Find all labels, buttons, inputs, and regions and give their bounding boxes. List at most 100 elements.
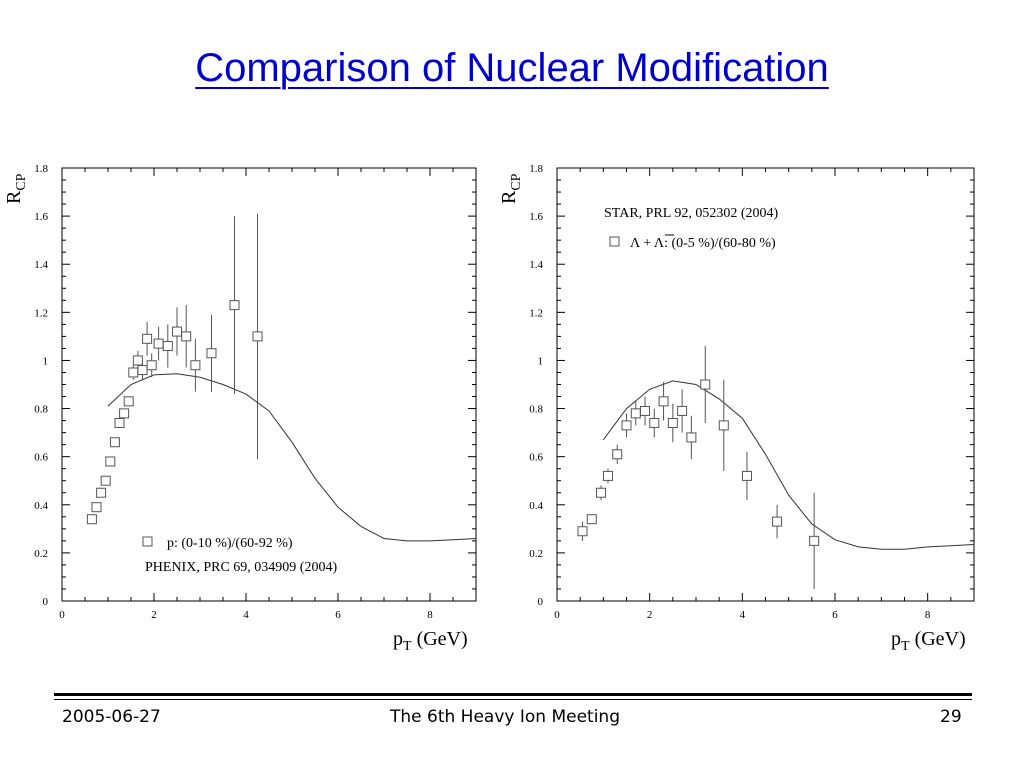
chart1-group: 0 2 4 6 8 0 0.2 0.4 0.6 0.8 1 1.2 1.4 1.6 1.8 RCP pT (Ge… bbox=[3, 163, 477, 654]
chart2-data-point bbox=[718, 420, 729, 431]
chart1-data-point bbox=[172, 326, 182, 337]
footer-event: The 6th Heavy Ion Meeting bbox=[390, 707, 620, 727]
chart2-x-axis-label: pT (GeV) bbox=[891, 628, 966, 654]
chart2-y-tick-label: 1.2 bbox=[529, 307, 543, 319]
chart1-y-tick-label: 1.8 bbox=[34, 163, 48, 175]
chart2-y-tick-label: 0 bbox=[538, 596, 544, 608]
chart1-data-point bbox=[206, 348, 217, 359]
chart1-x-tick-label: 8 bbox=[427, 609, 433, 621]
chart2-y-axis-label-sub: CP bbox=[509, 173, 524, 190]
chart1-data-point bbox=[162, 341, 173, 352]
chart1-x-tick-label: 0 bbox=[59, 609, 65, 621]
chart2-data-point bbox=[577, 526, 588, 537]
chart1-y-tick-label: 1.2 bbox=[34, 307, 48, 319]
footer-divider-thick bbox=[54, 693, 972, 696]
chart2-x-axis-label-unit: (GeV) bbox=[910, 628, 966, 650]
chart2-x-tick-label: 8 bbox=[925, 609, 931, 621]
chart2-frame bbox=[556, 167, 975, 602]
chart2-data-point bbox=[658, 396, 669, 407]
chart1-data-point bbox=[229, 300, 240, 311]
chart2-x-tick-label: 4 bbox=[740, 609, 746, 621]
chart2-data-point bbox=[677, 405, 688, 416]
chart1-x-tick-label: 6 bbox=[335, 609, 341, 621]
chart2-data-point bbox=[602, 470, 613, 481]
chart2-data-point bbox=[630, 408, 641, 419]
chart2-y-tick-label: 0.6 bbox=[529, 452, 543, 464]
chart2-y-tick-label: 0.4 bbox=[529, 500, 543, 512]
chart2-y-tick-label: 1.8 bbox=[529, 163, 543, 175]
chart1-x-axis-label: pT (GeV) bbox=[393, 628, 468, 654]
chart2-data-point bbox=[667, 417, 678, 428]
chart2-data-point bbox=[809, 535, 820, 546]
chart2-x-tick-label: 0 bbox=[554, 609, 560, 621]
chart1-legend-label: p: (0-10 %)/(60-92 %) bbox=[167, 536, 293, 551]
chart2-data-point bbox=[686, 432, 697, 443]
footer-page: 29 bbox=[940, 707, 962, 727]
chart2-reference: STAR, PRL 92, 052302 (2004) bbox=[604, 206, 778, 221]
chart1-data-point bbox=[142, 333, 153, 344]
chart2-data-point bbox=[596, 487, 607, 498]
chart1-x-axis-label-main: p bbox=[393, 628, 403, 650]
chart2-y-tick-label: 1.4 bbox=[529, 259, 543, 271]
chart1-x-tick-label: 2 bbox=[151, 609, 157, 621]
chart1-data-point bbox=[100, 475, 111, 486]
chart1-y-axis-label: RCP bbox=[3, 173, 29, 204]
chart1-legend-marker bbox=[142, 536, 153, 547]
chart2-data-point bbox=[649, 417, 660, 428]
chart2-x-tick-label: 6 bbox=[832, 609, 838, 621]
chart2-y-axis-label: RCP bbox=[498, 173, 524, 204]
chart2-data-point bbox=[586, 514, 597, 525]
chart2-group: 0 2 4 6 8 0 0.2 0.4 0.6 0.8 1 1.2 1.4 1.6 1.8 RCP pT (Ge… bbox=[498, 163, 975, 654]
chart1-y-tick-label: 0.4 bbox=[34, 500, 48, 512]
chart2-y-tick-label: 1.6 bbox=[529, 211, 543, 223]
chart1-data-point bbox=[181, 331, 192, 342]
chart2-data-point bbox=[621, 420, 632, 431]
chart2-legend-label: Λ + Λ: (0-5 %)/(60-80 %) bbox=[630, 236, 776, 251]
chart1-y-axis-label-sub: CP bbox=[14, 173, 29, 190]
chart2-y-tick-label: 0.8 bbox=[529, 404, 543, 416]
chart1-data-point bbox=[105, 456, 116, 467]
chart2-y-tick-label: 1 bbox=[538, 355, 544, 367]
slide-title: Comparison of Nuclear Modification bbox=[195, 46, 829, 90]
chart1-y-axis-label-main: R bbox=[3, 190, 25, 204]
chart1-x-axis-label-sub: T bbox=[403, 639, 412, 654]
chart2-y-tick-label: 0.2 bbox=[529, 548, 543, 560]
chart1-x-tick-label: 4 bbox=[243, 609, 249, 621]
chart2-y-axis-label-main: R bbox=[498, 190, 520, 204]
chart1-data-point bbox=[252, 331, 263, 342]
chart1-data-point bbox=[91, 502, 102, 513]
chart2-x-tick-label: 2 bbox=[647, 609, 653, 621]
chart1-data-point bbox=[114, 417, 125, 428]
chart1-data-point bbox=[86, 514, 97, 525]
chart1-data-point bbox=[153, 338, 164, 349]
chart2-data-point bbox=[741, 470, 752, 481]
chart1-theory-curve bbox=[107, 373, 477, 542]
chart1-data-point bbox=[128, 367, 139, 378]
chart2-x-axis-label-main: p bbox=[891, 628, 901, 650]
chart2-data-point bbox=[700, 379, 711, 390]
chart1-y-tick-label: 1.6 bbox=[34, 211, 48, 223]
chart1-x-axis-label-unit: (GeV) bbox=[412, 628, 468, 650]
chart1-reference: PHENIX, PRC 69, 034909 (2004) bbox=[145, 560, 337, 575]
chart1-data-point bbox=[132, 355, 143, 366]
chart2-data-point bbox=[612, 449, 623, 460]
chart1-data-point bbox=[109, 437, 120, 448]
chart1-data-point bbox=[119, 408, 130, 419]
chart1-data-point bbox=[96, 487, 107, 498]
chart1-y-tick-label: 1 bbox=[43, 355, 49, 367]
footer-divider-thin bbox=[54, 699, 972, 700]
chart2-x-axis-label-sub: T bbox=[901, 639, 910, 654]
chart1-y-tick-label: 0.2 bbox=[34, 548, 48, 560]
chart2-data-point bbox=[640, 405, 651, 416]
chart1-y-tick-label: 0.6 bbox=[34, 452, 48, 464]
chart2-legend-marker bbox=[609, 236, 620, 247]
chart1-data-point bbox=[146, 360, 157, 371]
chart2-theory-curve bbox=[602, 380, 975, 550]
chart1-data-point bbox=[190, 360, 201, 371]
chart1-y-tick-label: 0 bbox=[43, 596, 49, 608]
chart1-y-tick-label: 0.8 bbox=[34, 404, 48, 416]
chart2-data-point bbox=[772, 516, 783, 527]
chart1-data-point bbox=[123, 396, 134, 407]
chart1-y-tick-label: 1.4 bbox=[34, 259, 48, 271]
